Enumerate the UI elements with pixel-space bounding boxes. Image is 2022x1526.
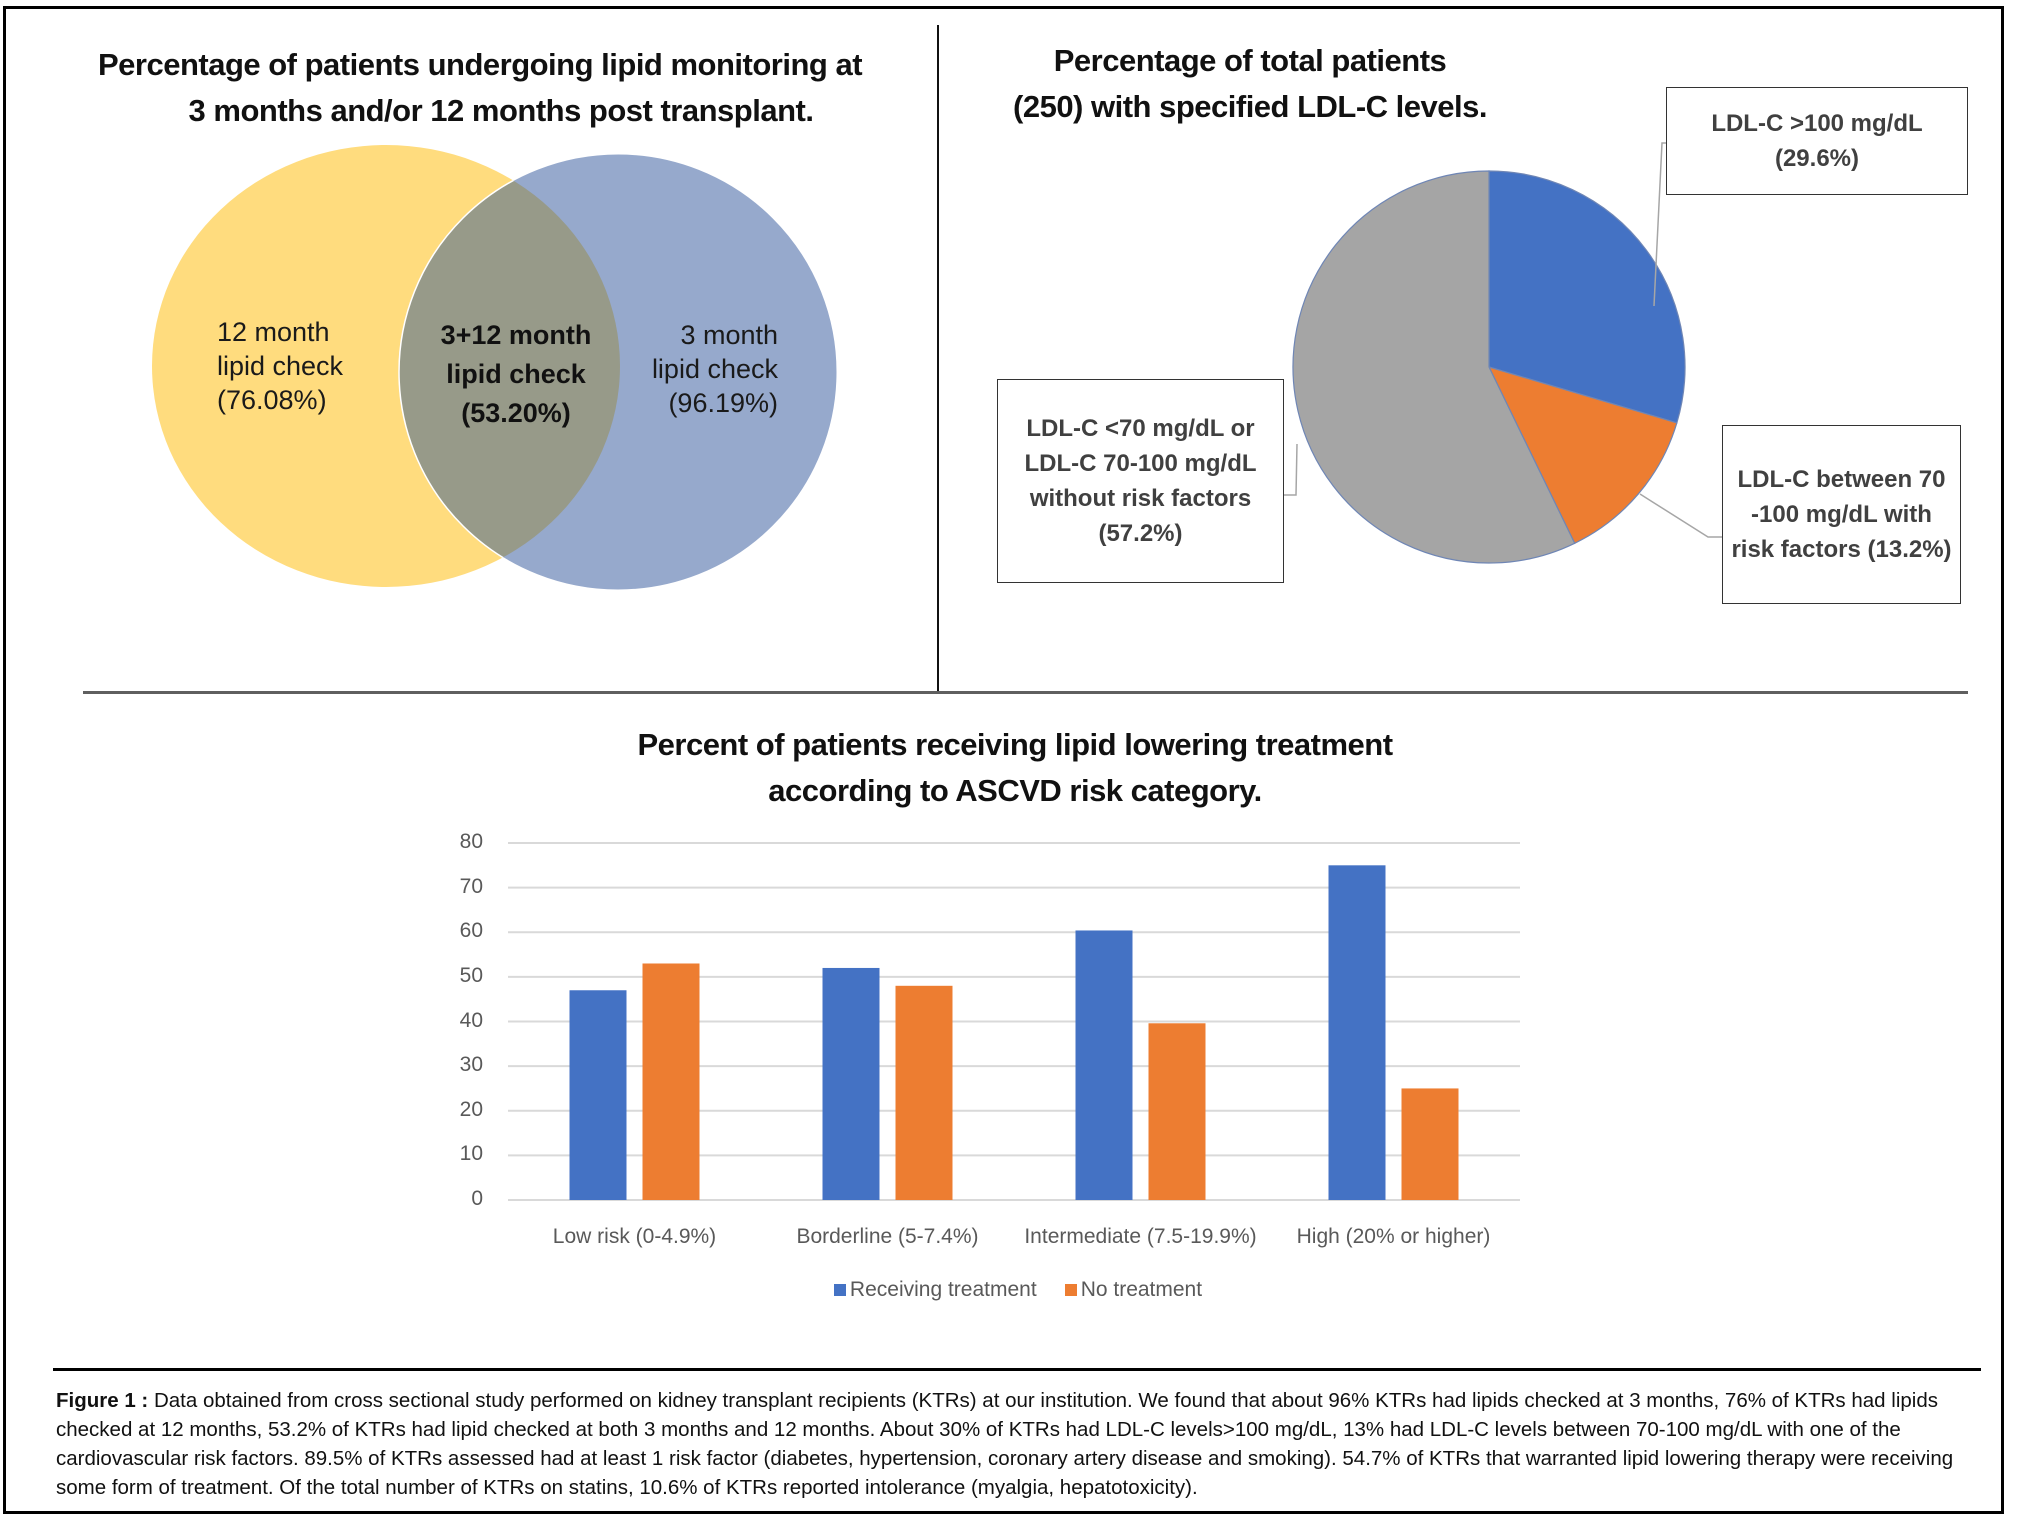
figure-frame <box>3 6 2004 1514</box>
y-tick-label: 60 <box>459 919 483 943</box>
x-tick-label: High (20% or higher) <box>1296 1225 1491 1248</box>
y-tick-label: 30 <box>459 1053 483 1077</box>
horizontal-divider <box>83 691 1968 694</box>
legend-swatch-blue <box>833 1284 846 1296</box>
x-tick-label: Low risk (0-4.9%) <box>552 1225 717 1248</box>
bar-title: Percent of patients receiving lipid lowe… <box>470 722 1560 814</box>
bar-receiving-treatment <box>822 967 880 1200</box>
x-tick-label: Intermediate (7.5-19.9%) <box>1024 1225 1257 1248</box>
pie-slice-ldl-70-100-with-risk <box>1487 366 1678 545</box>
y-tick-label: 70 <box>459 874 483 898</box>
legend-item-no-treatment: No treatment <box>1064 1278 1202 1302</box>
callout-ldl-below-70-or-no-risk: LDL-C <70 mg/dL or LDL-C 70-100 mg/dL wi… <box>997 379 1284 583</box>
y-tick-label: 80 <box>459 830 483 853</box>
callout-ldl-above-100: LDL-C >100 mg/dL (29.6%) <box>1666 87 1968 195</box>
figure-caption: Figure 1 : Data obtained from cross sect… <box>56 1386 1976 1502</box>
bar-title-line1: Percent of patients receiving lipid lowe… <box>637 727 1393 762</box>
bar-no-treatment <box>1148 1023 1206 1200</box>
venn-label-12-month: 12 month lipid check (76.08%) <box>217 317 344 415</box>
bar-receiving-treatment <box>569 990 627 1200</box>
legend-item-receiving-treatment: Receiving treatment <box>833 1278 1037 1302</box>
caption-rule <box>53 1368 1981 1371</box>
legend-swatch-orange <box>1064 1284 1077 1296</box>
leader-line-ldl-below-70 <box>1284 443 1298 496</box>
bar-title-line2: according to ASCVD risk category. <box>768 773 1262 808</box>
venn-label-3-month: 3 month lipid check (96.19%) <box>651 320 778 418</box>
x-tick-label: Borderline (5-7.4%) <box>796 1225 979 1248</box>
vertical-divider <box>937 25 939 693</box>
y-tick-label: 50 <box>459 963 483 987</box>
caption-text: Data obtained from cross sectional study… <box>56 1389 1954 1499</box>
pie-title-line2: (250) with specified LDL-C levels. <box>1013 89 1487 124</box>
pie-title: Percentage of total patients (250) with … <box>950 38 1550 130</box>
caption-label: Figure 1 : <box>56 1389 149 1412</box>
venn-title-line2: 3 months and/or 12 months post transplan… <box>188 93 814 128</box>
bar-no-treatment <box>1401 1088 1459 1200</box>
leader-line-ldl-70-100-with-risk <box>1639 493 1722 538</box>
leader-line-ldl-above-100 <box>1653 142 1666 307</box>
bar-legend: Receiving treatment No treatment <box>0 1278 2022 1302</box>
bar-receiving-treatment <box>1075 930 1133 1200</box>
bar-no-treatment <box>642 963 700 1200</box>
venn-title-line1: Percentage of patients undergoing lipid … <box>97 47 863 82</box>
venn-intersection <box>399 154 620 587</box>
pie-slice-ldl-above-100 <box>1488 170 1686 424</box>
bar-no-treatment <box>895 985 953 1200</box>
y-tick-label: 20 <box>459 1097 483 1121</box>
y-tick-label: 40 <box>459 1008 483 1032</box>
callout-ldl-70-100-with-risk: LDL-C between 70 -100 mg/dL with risk fa… <box>1722 425 1961 604</box>
venn-title: Percentage of patients undergoing lipid … <box>40 42 920 134</box>
bar-receiving-treatment <box>1328 865 1386 1200</box>
pie-slice-ldl-below-70-or-no-risk <box>1292 170 1576 564</box>
y-tick-label: 10 <box>459 1142 483 1166</box>
y-tick-label: 0 <box>471 1187 483 1210</box>
pie-title-line1: Percentage of total patients <box>1053 43 1447 78</box>
venn-label-intersection: 3+12 month lipid check (53.20%) <box>440 320 592 428</box>
